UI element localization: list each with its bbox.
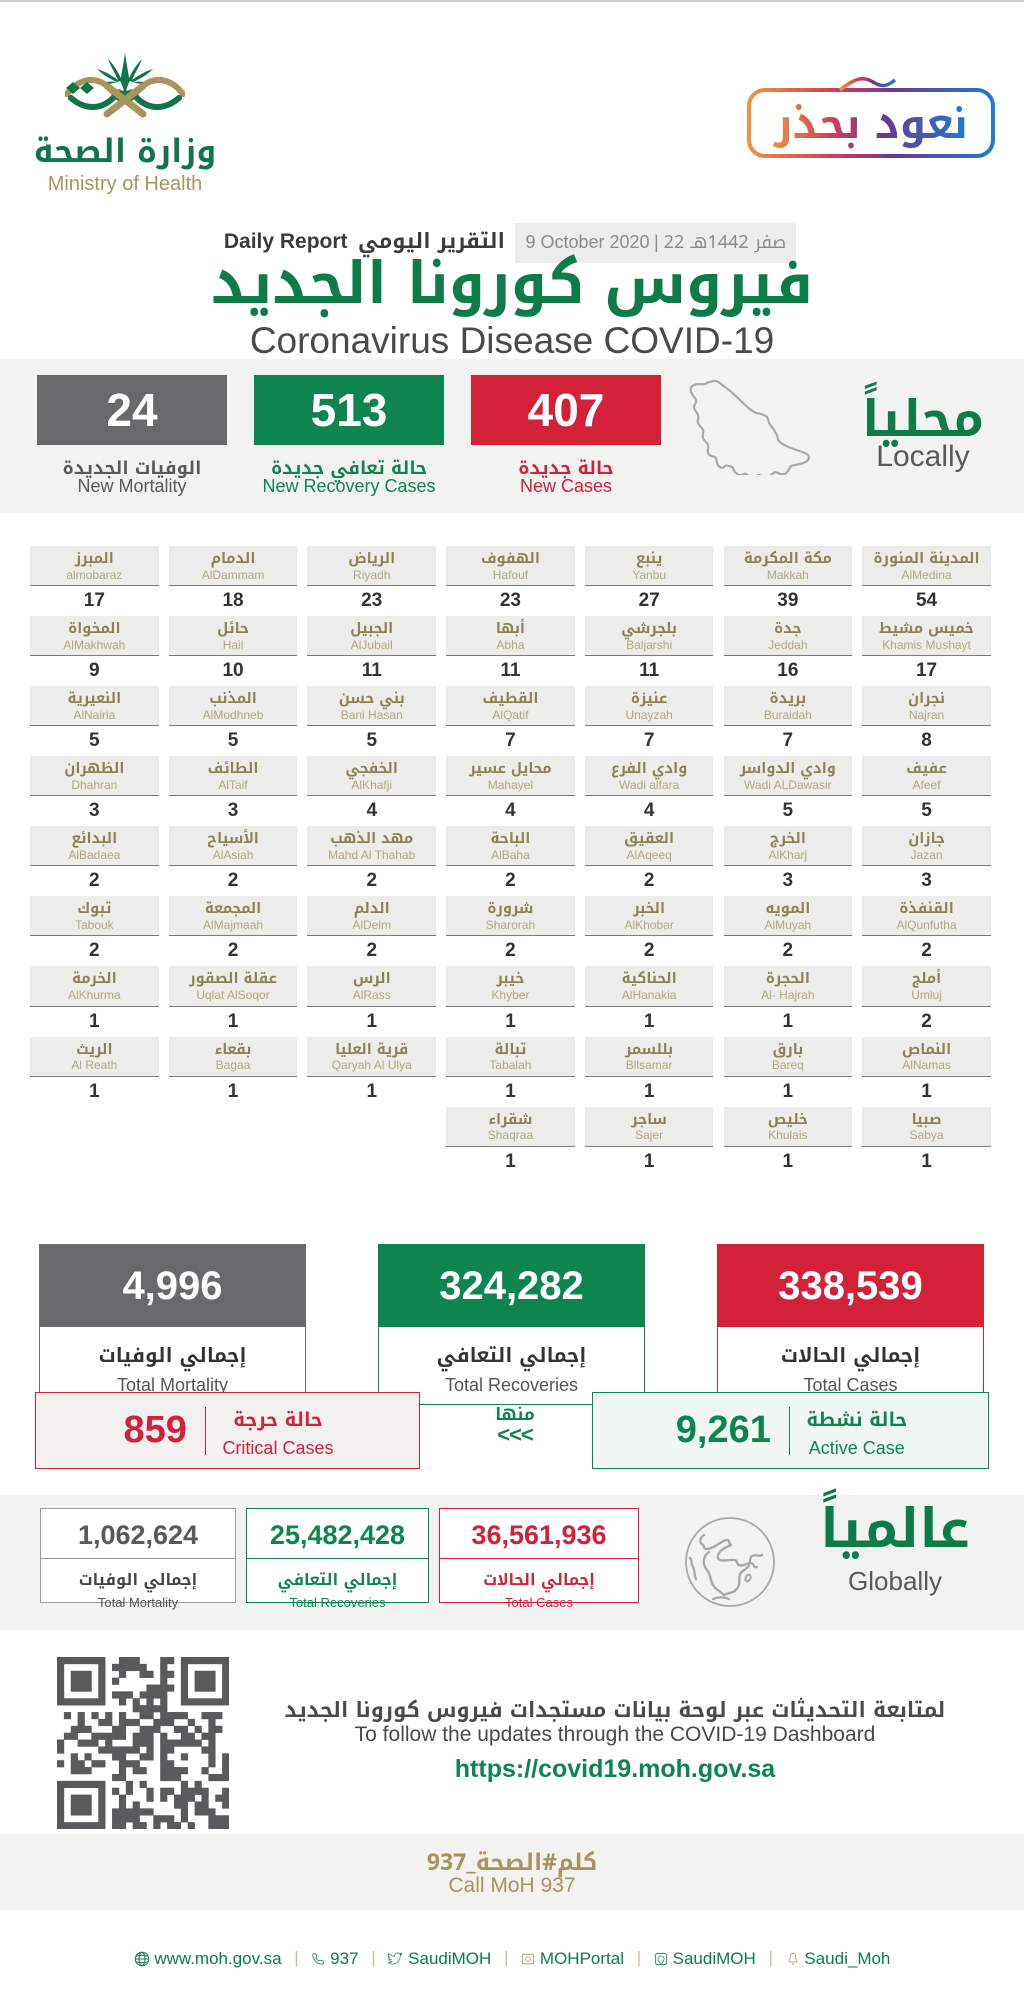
svg-text:نعود بحذر: نعود بحذر — [772, 84, 968, 162]
